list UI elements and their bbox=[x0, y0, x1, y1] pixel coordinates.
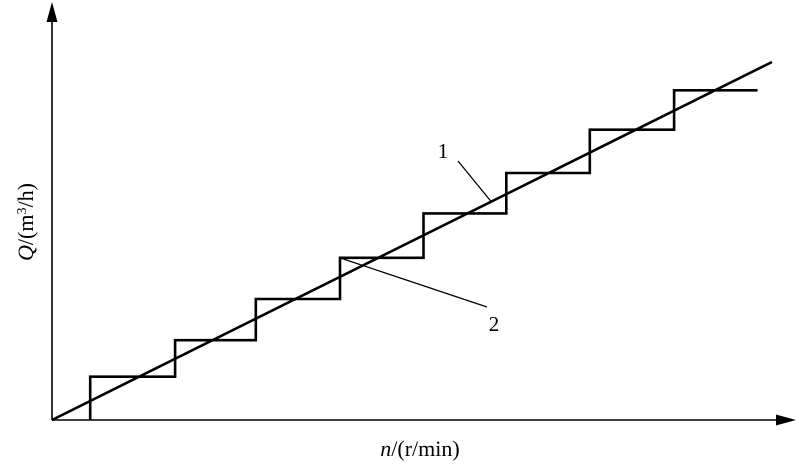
callout-1-leader bbox=[457, 160, 492, 203]
x-axis-label: n/(r/min) bbox=[380, 436, 459, 461]
callout-2-label: 2 bbox=[489, 312, 500, 336]
callout-2-leader bbox=[339, 257, 488, 308]
y-axis-label: Q/(m3/h) bbox=[13, 183, 38, 261]
x-axis-arrowhead bbox=[776, 414, 796, 426]
callouts: 12 bbox=[339, 139, 500, 336]
series-2-staircase-line bbox=[88, 89, 758, 420]
y-axis-var: Q bbox=[13, 245, 38, 261]
y-axis-unit-a: /(m bbox=[13, 215, 38, 246]
y-axis-unit-sup: 3 bbox=[15, 208, 30, 215]
axes bbox=[46, 2, 796, 426]
y-axis-arrowhead bbox=[46, 2, 58, 22]
x-axis-unit: /(r/min) bbox=[391, 436, 459, 461]
series-layer bbox=[51, 60, 773, 422]
x-axis-var: n bbox=[380, 436, 391, 461]
y-axis-unit-b: /h) bbox=[13, 183, 38, 207]
callout-1-label: 1 bbox=[438, 139, 449, 163]
series-1-straight-line bbox=[51, 60, 773, 422]
